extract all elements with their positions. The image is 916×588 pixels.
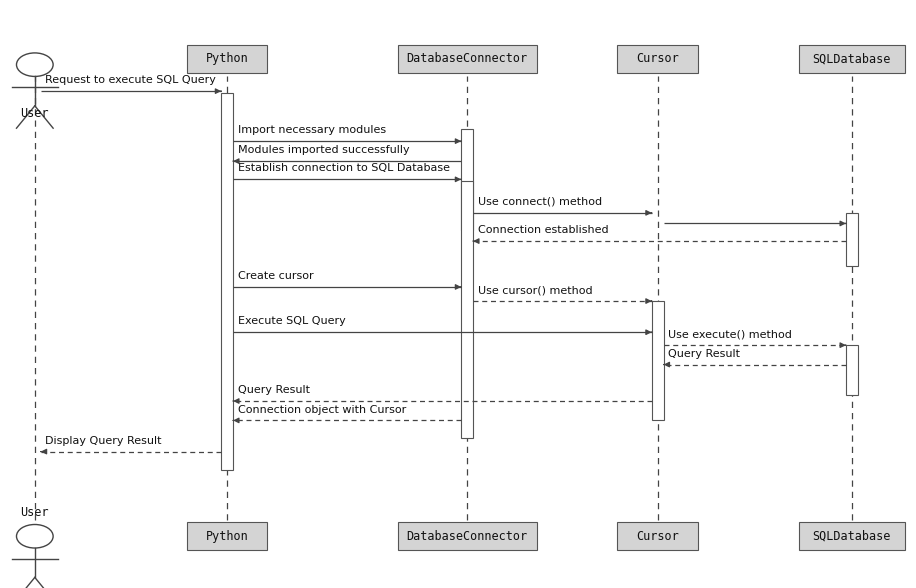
Text: DatabaseConnector: DatabaseConnector xyxy=(407,52,528,65)
Bar xyxy=(398,45,537,73)
Text: Import necessary modules: Import necessary modules xyxy=(238,125,386,135)
Text: Display Query Result: Display Query Result xyxy=(45,436,162,446)
Text: Python: Python xyxy=(206,52,248,65)
Bar xyxy=(846,345,857,395)
Text: Use cursor() method: Use cursor() method xyxy=(478,285,593,295)
Text: Use connect() method: Use connect() method xyxy=(478,197,602,207)
Text: Request to execute SQL Query: Request to execute SQL Query xyxy=(45,75,216,85)
Text: Execute SQL Query: Execute SQL Query xyxy=(238,316,345,326)
Bar xyxy=(462,181,474,438)
Bar xyxy=(617,45,698,73)
Bar xyxy=(799,45,905,73)
Text: Cursor: Cursor xyxy=(637,530,679,543)
Text: SQLDatabase: SQLDatabase xyxy=(812,52,891,65)
Text: Query Result: Query Result xyxy=(238,385,310,395)
Text: User: User xyxy=(20,506,49,519)
Text: Modules imported successfully: Modules imported successfully xyxy=(238,145,409,155)
Text: Connection object with Cursor: Connection object with Cursor xyxy=(238,405,406,415)
Text: Python: Python xyxy=(206,530,248,543)
Bar xyxy=(462,129,474,230)
Text: DatabaseConnector: DatabaseConnector xyxy=(407,530,528,543)
Bar xyxy=(187,45,267,73)
Bar xyxy=(187,522,267,550)
Bar xyxy=(846,213,857,266)
Text: Query Result: Query Result xyxy=(668,349,740,359)
Text: User: User xyxy=(20,107,49,120)
Bar xyxy=(617,522,698,550)
Text: Connection established: Connection established xyxy=(478,225,608,235)
Text: Use execute() method: Use execute() method xyxy=(668,329,792,339)
Text: Cursor: Cursor xyxy=(637,52,679,65)
Bar xyxy=(398,522,537,550)
Bar xyxy=(799,522,905,550)
Text: Create cursor: Create cursor xyxy=(238,271,313,281)
Bar xyxy=(652,301,663,420)
Text: SQLDatabase: SQLDatabase xyxy=(812,530,891,543)
Text: Establish connection to SQL Database: Establish connection to SQL Database xyxy=(238,163,450,173)
Bar xyxy=(222,93,233,470)
